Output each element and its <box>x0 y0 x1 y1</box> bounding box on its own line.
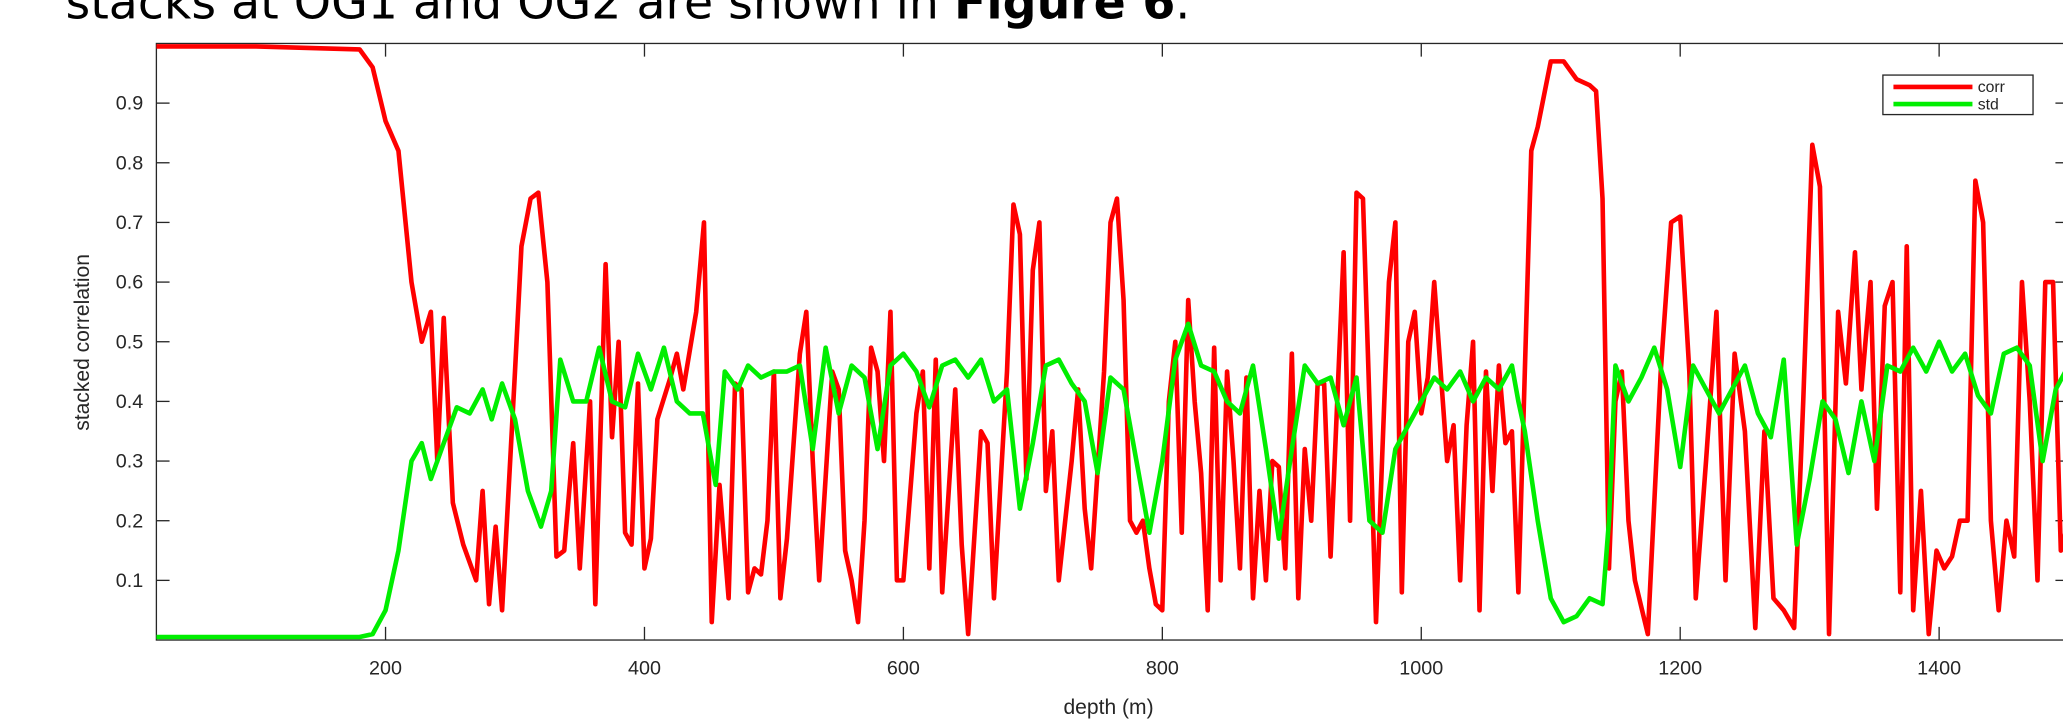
intro-plain: stacks at OG1 and OG2 are shown in <box>66 0 955 30</box>
intro-bold: Figure 6 <box>954 0 1175 30</box>
y-tick-label: 0.5 <box>116 331 143 353</box>
y-tick-label: 0.3 <box>116 451 143 473</box>
legend-label: corr <box>1978 79 2005 96</box>
line-std <box>156 321 2063 640</box>
y-tick-label: 0.2 <box>116 510 143 532</box>
x-tick-label: 1400 <box>1917 657 1961 679</box>
y-tick-label: 0.6 <box>116 272 143 294</box>
x-tick-label: 1200 <box>1658 657 1702 679</box>
x-axis-label: depth (m) <box>1063 696 1153 719</box>
legend-box <box>1882 74 2034 116</box>
intro-end: . <box>1175 0 1190 30</box>
y-tick-label: 0.7 <box>116 212 143 234</box>
x-tick-label: 400 <box>628 657 661 679</box>
x-tick-label: 1000 <box>1399 657 1443 679</box>
legend-label: std <box>1978 96 1999 113</box>
plot-area <box>155 42 2063 641</box>
y-axis-label: stacked correlation <box>71 254 94 431</box>
line-corr <box>156 44 2063 637</box>
y-tick-label: 0.4 <box>116 391 143 413</box>
y-tick-label: 0.9 <box>116 93 143 115</box>
x-tick-label: 200 <box>369 657 402 679</box>
intro-text: stacks at OG1 and OG2 are shown in Figur… <box>66 0 1191 30</box>
y-tick-label: 0.8 <box>116 152 143 174</box>
x-tick-label: 800 <box>1146 657 1179 679</box>
x-tick-label: 600 <box>887 657 920 679</box>
y-tick-label: 0.1 <box>116 570 143 592</box>
